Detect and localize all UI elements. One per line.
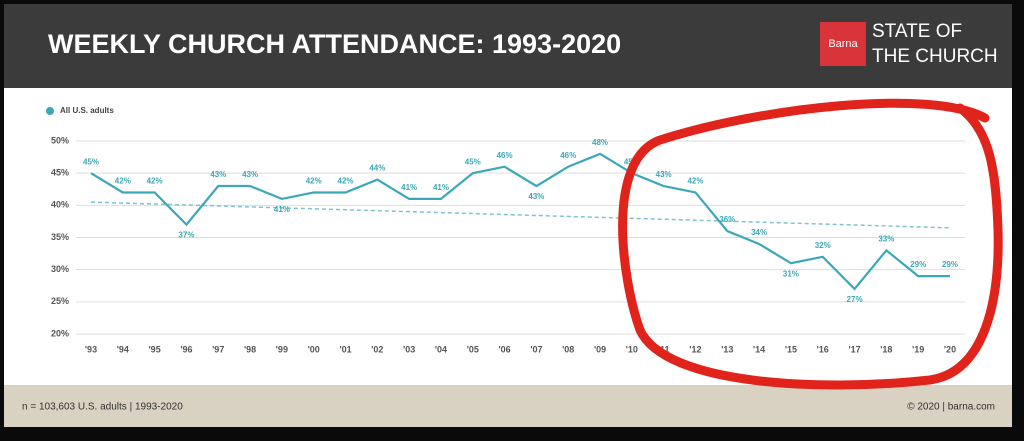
x-tick-label: '13 xyxy=(721,344,733,354)
data-label: 29% xyxy=(910,260,926,269)
data-label: 43% xyxy=(210,170,226,179)
data-label: 48% xyxy=(592,138,608,147)
y-tick-label: 45% xyxy=(51,168,69,178)
trend-line xyxy=(90,201,951,229)
x-tick-label: '97 xyxy=(212,344,224,354)
data-label: 46% xyxy=(560,151,576,160)
x-tick-label: '20 xyxy=(944,344,956,354)
brand: THE CHURCH xyxy=(872,46,998,67)
data-label: 44% xyxy=(369,164,385,173)
data-label: 31% xyxy=(783,269,799,278)
data-label: 41% xyxy=(401,183,417,192)
x-tick-label: '93 xyxy=(85,344,97,354)
y-tick-label: 40% xyxy=(51,200,69,210)
x-tick-label: '14 xyxy=(753,344,765,354)
x-tick-label: '15 xyxy=(785,344,797,354)
x-tick-label: '95 xyxy=(149,344,161,354)
data-label: 43% xyxy=(242,170,258,179)
x-tick-label: '16 xyxy=(817,344,829,354)
x-tick-label: '19 xyxy=(912,344,924,354)
x-tick-label: '12 xyxy=(689,344,701,354)
y-tick-label: 50% xyxy=(51,135,69,145)
data-label: 42% xyxy=(687,177,703,186)
x-tick-label: '08 xyxy=(562,344,574,354)
logo: Barna xyxy=(828,38,858,50)
data-label: 43% xyxy=(656,170,672,179)
y-tick-label: 25% xyxy=(51,296,69,306)
x-tick-label: '03 xyxy=(403,344,415,354)
annotation-circle xyxy=(618,98,1003,390)
brand: STATE OF xyxy=(872,21,962,42)
footer-band xyxy=(4,385,1012,427)
data-label: 27% xyxy=(847,295,863,304)
data-label: 37% xyxy=(178,231,194,240)
x-tick-label: '18 xyxy=(880,344,892,354)
footer-note: n = 103,603 U.S. adults | 1993-2020 xyxy=(22,402,183,413)
legend-label: All U.S. adults xyxy=(60,106,114,115)
logo-box xyxy=(820,22,866,66)
x-tick-label: '98 xyxy=(244,344,256,354)
x-tick-label: '96 xyxy=(180,344,192,354)
data-label: 42% xyxy=(306,177,322,186)
data-label: 46% xyxy=(497,151,513,160)
x-tick-label: '09 xyxy=(594,344,606,354)
y-tick-label: 30% xyxy=(51,264,69,274)
data-label: 34% xyxy=(751,228,767,237)
x-tick-label: '07 xyxy=(530,344,542,354)
data-label: 45% xyxy=(83,157,99,166)
x-tick-label: '05 xyxy=(467,344,479,354)
chart-title: WEEKLY CHURCH ATTENDANCE: 1993-2020 xyxy=(48,29,621,59)
plot: 20% 25% 30% 35% 40% 45% 50% '93 '94 '95 '96 '97 '98 '… xyxy=(46,106,965,354)
series-line xyxy=(90,152,950,291)
x-tick-label: '10 xyxy=(626,344,638,354)
x-tick-label: '00 xyxy=(308,344,320,354)
footer-credit: © 2020 | barna.com xyxy=(907,402,995,413)
y-tick-label: 20% xyxy=(51,328,69,338)
x-tick-label: '17 xyxy=(848,344,860,354)
x-tick-label: '94 xyxy=(117,344,129,354)
data-label: 42% xyxy=(147,177,163,186)
data-label: 29% xyxy=(942,260,958,269)
y-tick-label: 35% xyxy=(51,232,69,242)
data-label: 43% xyxy=(528,192,544,201)
x-tick-label: '01 xyxy=(339,344,351,354)
data-label: 45% xyxy=(465,157,481,166)
legend-marker xyxy=(46,107,54,115)
data-label: 42% xyxy=(338,177,354,186)
x-tick-label: '04 xyxy=(435,344,447,354)
data-label: 41% xyxy=(433,183,449,192)
data-label: 41% xyxy=(274,205,290,214)
data-label: 42% xyxy=(115,177,131,186)
data-label: 33% xyxy=(878,234,894,243)
x-tick-label: '02 xyxy=(371,344,383,354)
x-tick-label: '99 xyxy=(276,344,288,354)
x-tick-label: '06 xyxy=(499,344,511,354)
data-label: 36% xyxy=(719,215,735,224)
plot-panel xyxy=(4,88,1012,385)
data-label: 32% xyxy=(815,241,831,250)
